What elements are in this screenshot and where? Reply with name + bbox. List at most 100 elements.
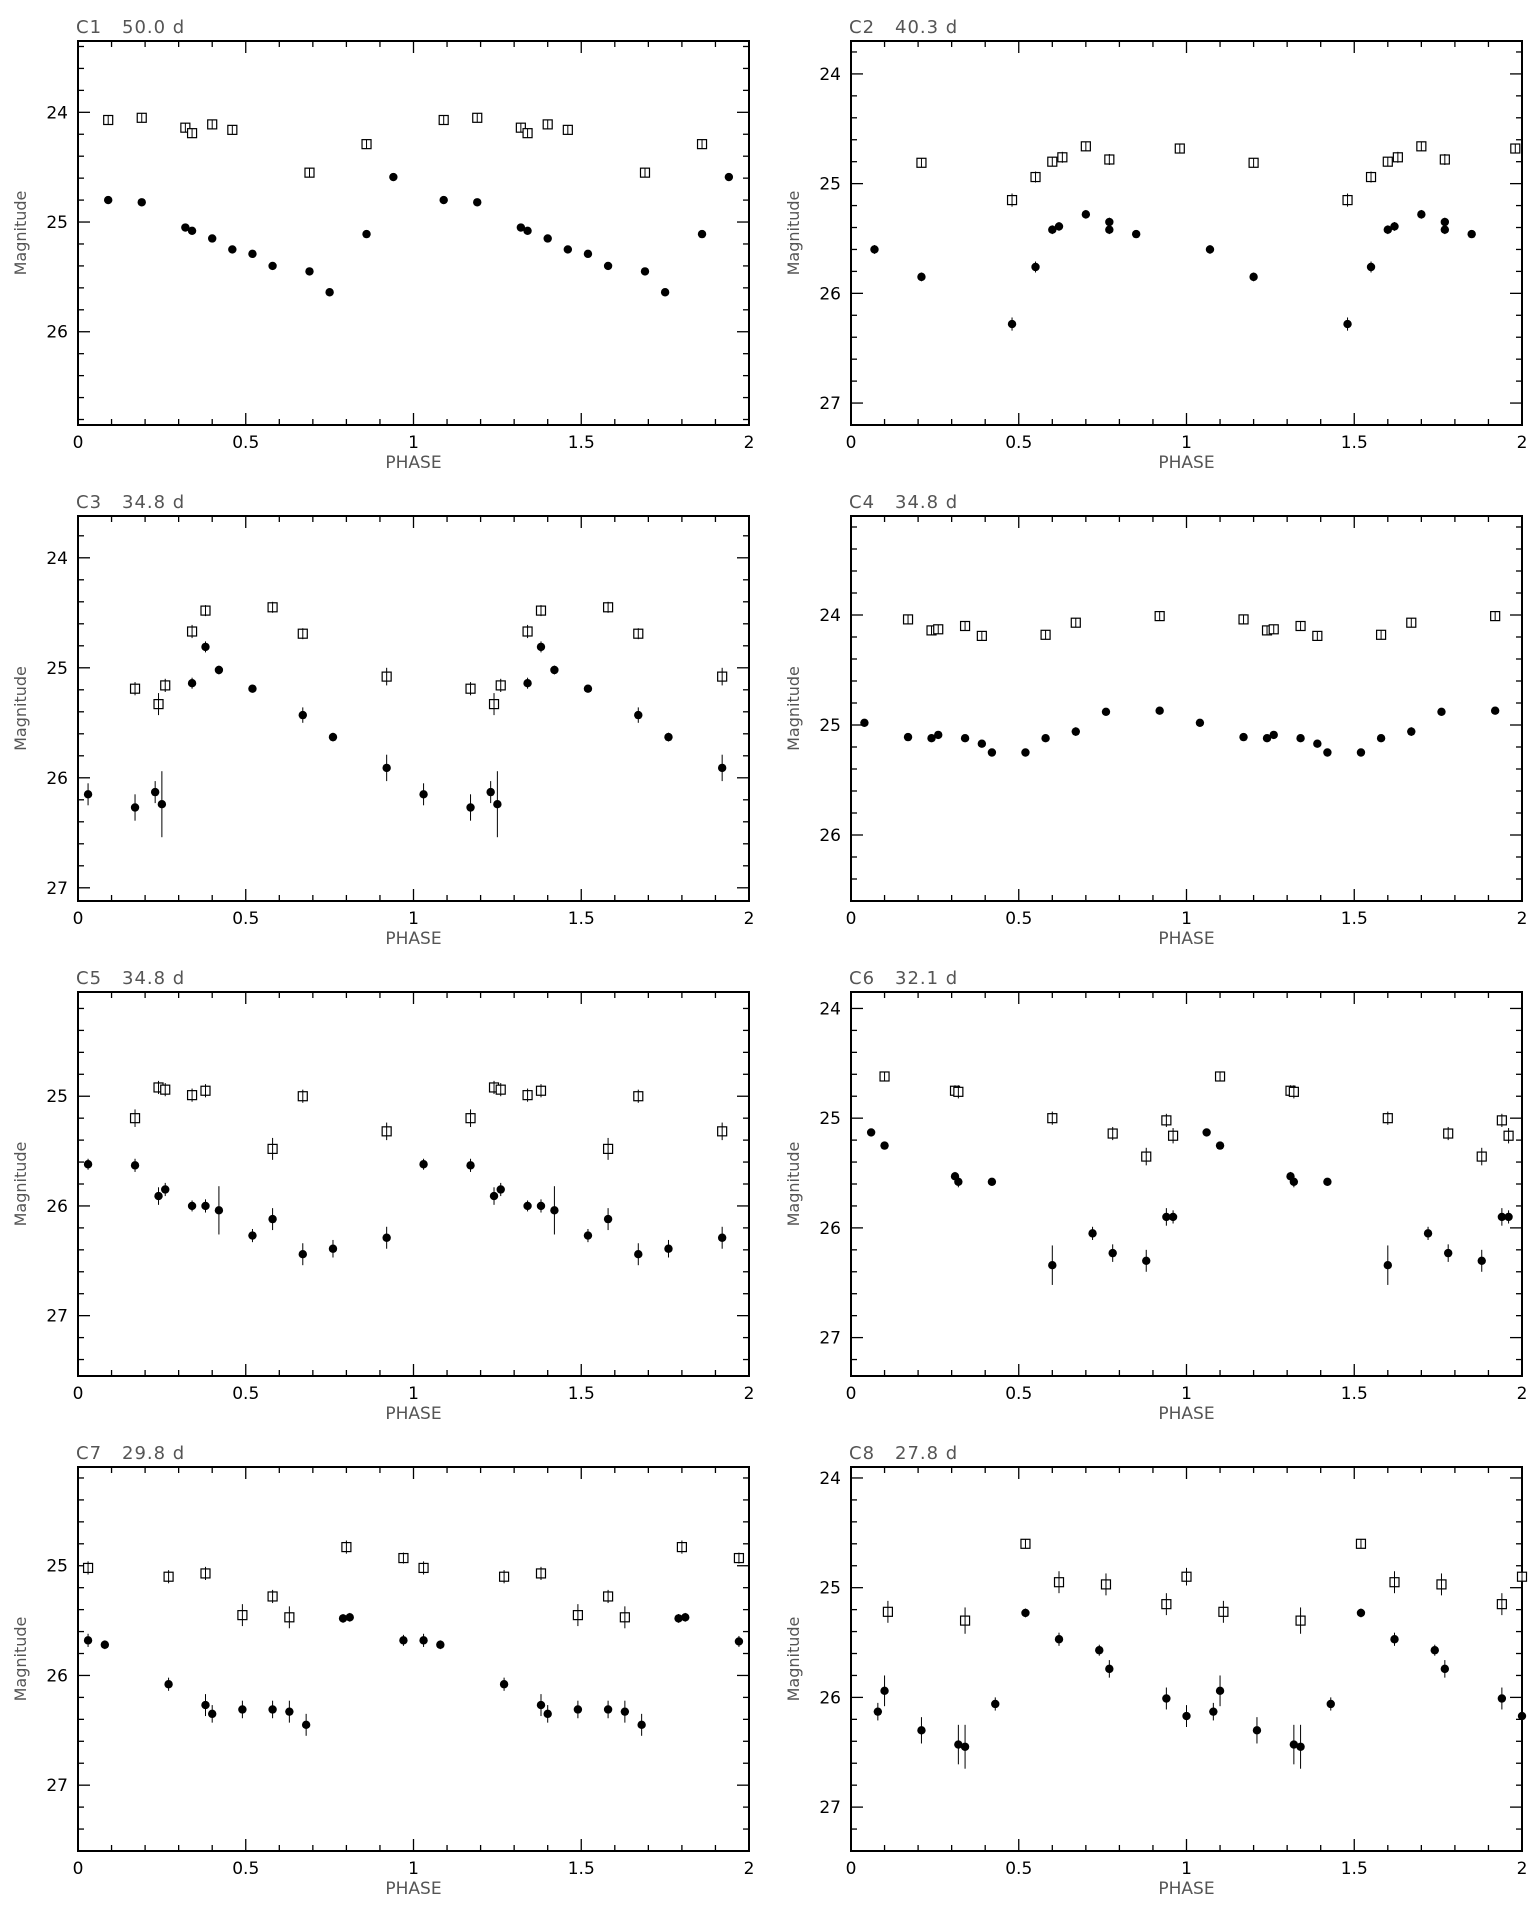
data-point-circle bbox=[660, 288, 670, 297]
series-filled-circles bbox=[870, 209, 1476, 331]
y-tick-label: 27 bbox=[46, 1307, 68, 1327]
panel-label: C2 bbox=[849, 17, 875, 38]
y-tick-label: 24 bbox=[46, 549, 68, 569]
y-tick-label: 26 bbox=[46, 1666, 68, 1686]
data-point-circle bbox=[603, 261, 613, 271]
x-tick-label: 0 bbox=[846, 1859, 857, 1879]
data-point-circle bbox=[724, 172, 734, 182]
data-point-circle bbox=[268, 1214, 277, 1224]
data-point-circle bbox=[1215, 1141, 1225, 1150]
x-tick-label: 0 bbox=[846, 909, 857, 929]
x-tick-label: 0.5 bbox=[232, 433, 259, 453]
x-tick-label: 0.5 bbox=[232, 1859, 259, 1879]
data-point-circle bbox=[536, 1201, 546, 1211]
y-tick-label: 25 bbox=[819, 1109, 841, 1129]
data-point-circle bbox=[991, 1699, 1000, 1709]
data-point-circle bbox=[157, 800, 167, 809]
data-point-circle bbox=[328, 732, 338, 742]
x-tick-label: 1 bbox=[408, 1384, 419, 1404]
data-point-circle bbox=[697, 229, 707, 239]
panel-c6: C6 32.1 d 0 0.5 1 1.5 2 24 25 26 27 PHASE Magnitude bbox=[784, 968, 1527, 1424]
data-point-circle bbox=[1021, 1608, 1030, 1618]
data-point-circle bbox=[382, 1233, 391, 1242]
data-point-circle bbox=[1205, 245, 1215, 254]
panel-label: C5 bbox=[76, 968, 102, 989]
data-point-circle bbox=[214, 665, 224, 675]
data-point-circle bbox=[1155, 706, 1164, 715]
data-point-circle bbox=[382, 763, 391, 773]
data-point-circle bbox=[1467, 229, 1476, 239]
data-point-circle bbox=[873, 1707, 883, 1716]
data-point-circle bbox=[1517, 1711, 1527, 1721]
data-point-circle bbox=[83, 1636, 93, 1645]
data-point-circle bbox=[960, 1742, 970, 1751]
data-point-circle bbox=[1443, 1248, 1453, 1258]
data-point-circle bbox=[603, 1214, 613, 1224]
data-point-circle bbox=[137, 198, 146, 207]
data-point-circle bbox=[419, 1160, 428, 1169]
data-point-circle bbox=[1088, 1229, 1097, 1238]
data-point-circle bbox=[987, 748, 997, 757]
series-open-squares bbox=[82, 1540, 745, 1629]
data-point-circle bbox=[1390, 1635, 1399, 1644]
series-filled-circles bbox=[103, 172, 734, 297]
data-point-circle bbox=[1108, 1248, 1117, 1258]
data-point-circle bbox=[620, 1707, 630, 1716]
panel-c4: C4 34.8 d 0 0.5 1 1.5 2 24 25 26 PHASE Magnitude bbox=[784, 492, 1527, 949]
data-point-circle bbox=[523, 679, 532, 688]
y-axis-label: Magnitude bbox=[784, 666, 803, 751]
data-point-circle bbox=[228, 245, 237, 254]
panel-label: C6 bbox=[849, 968, 875, 989]
data-point-circle bbox=[238, 1705, 247, 1714]
data-point-circle bbox=[1095, 1646, 1104, 1655]
data-point-circle bbox=[717, 1233, 727, 1242]
x-axis-label: PHASE bbox=[385, 453, 441, 473]
data-point-circle bbox=[1289, 1177, 1299, 1187]
data-point-circle bbox=[1504, 1212, 1513, 1222]
data-point-circle bbox=[466, 1161, 475, 1170]
data-point-circle bbox=[499, 1680, 509, 1689]
x-tick-label: 2 bbox=[744, 433, 755, 453]
data-point-circle bbox=[83, 1160, 93, 1169]
x-tick-label: 0.5 bbox=[232, 909, 259, 929]
data-point-circle bbox=[960, 734, 970, 743]
data-point-circle bbox=[285, 1707, 294, 1716]
data-point-circle bbox=[1383, 225, 1393, 234]
x-axis-label: PHASE bbox=[385, 1404, 441, 1424]
y-axis-label: Magnitude bbox=[11, 1617, 30, 1702]
y-tick-label: 27 bbox=[46, 1776, 68, 1796]
y-tick-label: 24 bbox=[819, 999, 841, 1019]
y-axis-label: Magnitude bbox=[784, 191, 803, 276]
data-point-circle bbox=[439, 195, 448, 205]
data-point-circle bbox=[1289, 1740, 1299, 1749]
series-filled-circles bbox=[860, 706, 1500, 757]
data-point-circle bbox=[977, 739, 987, 748]
x-tick-label: 0 bbox=[73, 1859, 84, 1879]
data-point-circle bbox=[208, 1709, 217, 1719]
data-point-circle bbox=[486, 787, 495, 797]
x-tick-label: 1.5 bbox=[1341, 1384, 1368, 1404]
data-point-circle bbox=[473, 198, 482, 207]
data-point-circle bbox=[214, 1206, 224, 1215]
data-point-circle bbox=[201, 642, 210, 652]
data-point-circle bbox=[338, 1614, 348, 1623]
data-point-circle bbox=[150, 787, 160, 797]
data-point-circle bbox=[1343, 319, 1352, 329]
data-point-circle bbox=[637, 1720, 646, 1730]
data-point-circle bbox=[870, 245, 879, 254]
x-tick-label: 0.5 bbox=[1005, 1384, 1032, 1404]
data-point-circle bbox=[1262, 734, 1272, 743]
data-point-circle bbox=[328, 1244, 338, 1253]
y-tick-label: 26 bbox=[819, 284, 841, 304]
data-point-circle bbox=[550, 665, 559, 675]
data-point-circle bbox=[583, 249, 593, 259]
data-point-circle bbox=[83, 790, 93, 799]
data-point-circle bbox=[1142, 1256, 1151, 1266]
data-point-circle bbox=[1376, 734, 1386, 743]
x-tick-label: 0.5 bbox=[1005, 909, 1032, 929]
data-point-circle bbox=[1383, 1260, 1393, 1270]
y-axis-label: Magnitude bbox=[11, 1142, 30, 1227]
data-point-circle bbox=[466, 803, 475, 812]
data-point-circle bbox=[954, 1177, 963, 1187]
